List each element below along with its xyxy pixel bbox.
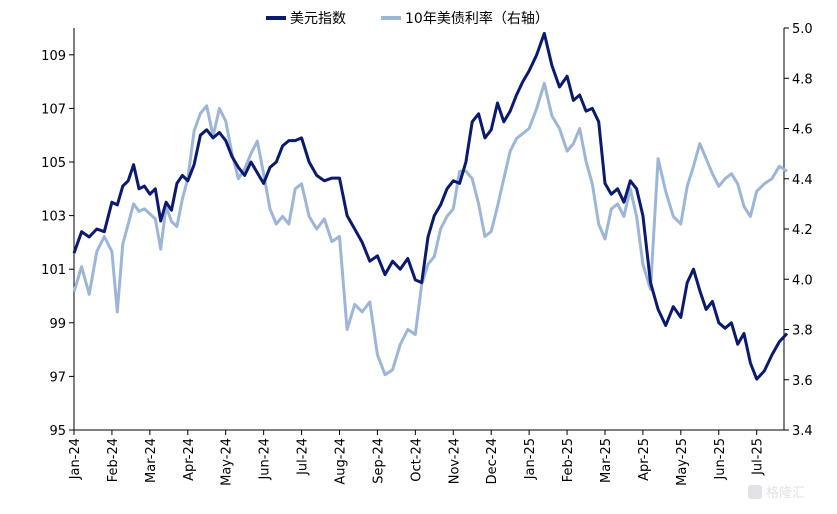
legend-item-us10y: 10年美债利率（右轴） xyxy=(381,10,549,27)
legend-item-dxy: 美元指数 xyxy=(266,11,346,27)
x-tick-label: Apr-25 xyxy=(637,438,652,481)
legend-label: 10年美债利率（右轴） xyxy=(405,10,549,27)
x-tick-label: Jul-24 xyxy=(296,438,311,476)
x-tick-label: Feb-24 xyxy=(106,438,121,482)
right-tick-label: 3.4 xyxy=(792,424,813,439)
legend-label: 美元指数 xyxy=(290,11,346,27)
x-tick-label: Aug-24 xyxy=(333,438,348,485)
x-tick-label: Feb-25 xyxy=(561,438,576,482)
series-line-dxy xyxy=(72,31,789,381)
x-tick-label: Jan-24 xyxy=(68,438,83,480)
x-tick-label: Apr-24 xyxy=(182,438,197,481)
left-tick-label: 103 xyxy=(41,210,66,225)
x-tick-label: Jan-25 xyxy=(523,438,538,480)
x-tick-label: Jun-25 xyxy=(713,438,728,481)
right-tick-label: 3.8 xyxy=(792,324,813,339)
left-tick-label: 101 xyxy=(41,263,66,278)
x-tick-label: Mar-25 xyxy=(599,438,614,483)
svg-text:格隆汇: 格隆汇 xyxy=(766,485,805,501)
right-tick-label: 4.6 xyxy=(792,123,813,138)
right-tick-label: 4.4 xyxy=(792,173,813,188)
right-tick-label: 4.8 xyxy=(792,72,813,87)
left-tick-label: 109 xyxy=(41,49,66,64)
x-tick-label: Nov-24 xyxy=(447,438,462,484)
x-tick-label: Jun-24 xyxy=(258,438,273,481)
x-tick-label: May-25 xyxy=(675,438,690,486)
series-line-us10y xyxy=(72,81,788,377)
x-tick-label: Dec-24 xyxy=(485,438,500,484)
left-tick-label: 107 xyxy=(41,102,66,117)
right-tick-label: 5.0 xyxy=(792,22,813,37)
right-tick-label: 4.2 xyxy=(792,223,813,238)
x-tick-label: Oct-24 xyxy=(409,438,424,482)
x-tick-label: Jul-25 xyxy=(751,438,766,476)
x-tick-label: May-24 xyxy=(220,438,235,486)
right-tick-label: 4.0 xyxy=(792,273,813,288)
left-tick-label: 95 xyxy=(49,424,66,439)
left-tick-label: 105 xyxy=(41,156,66,171)
x-tick-label: Sep-24 xyxy=(371,438,386,484)
left-tick-label: 99 xyxy=(49,317,66,332)
left-tick-label: 97 xyxy=(49,370,66,385)
right-tick-label: 3.6 xyxy=(792,374,813,389)
x-tick-label: Mar-24 xyxy=(144,438,159,483)
watermark-logo: 格隆汇 xyxy=(748,485,805,501)
